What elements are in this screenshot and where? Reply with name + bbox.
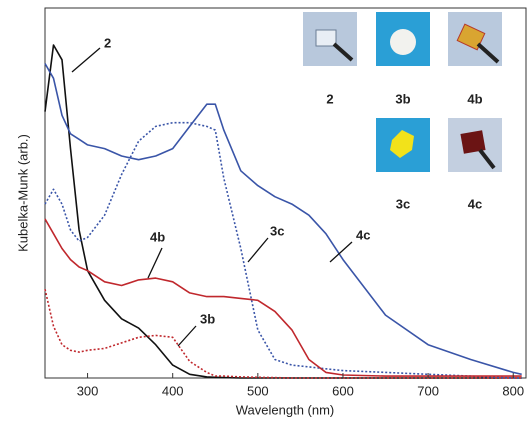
series-line bbox=[45, 289, 522, 378]
series-label: 3c bbox=[270, 223, 284, 238]
inset-crystal bbox=[316, 30, 336, 46]
series-label: 2 bbox=[104, 35, 111, 50]
chart: 2 3b 4b 3c 4c 2 4c 3c 4b 3b Wavelength (… bbox=[0, 0, 527, 432]
series-line bbox=[45, 45, 522, 378]
inset-label: 4c bbox=[468, 196, 482, 211]
inset-label: 3b bbox=[395, 91, 410, 106]
x-tick-label: 400 bbox=[162, 383, 184, 398]
series-label: 4b bbox=[150, 229, 165, 244]
leader-line bbox=[72, 48, 100, 72]
series-label: 4c bbox=[356, 227, 370, 242]
series-label: 3b bbox=[200, 311, 215, 326]
x-tick-label: 600 bbox=[332, 383, 354, 398]
series-line bbox=[45, 64, 522, 375]
x-tick-label: 800 bbox=[502, 383, 524, 398]
inset-label: 3c bbox=[396, 196, 410, 211]
leader-line bbox=[248, 238, 268, 262]
y-axis-label: Kubelka-Munk (arb.) bbox=[15, 134, 30, 252]
x-tick-label: 500 bbox=[247, 383, 269, 398]
inset-label: 4b bbox=[467, 91, 482, 106]
leader-line bbox=[148, 248, 162, 278]
x-tick-label: 700 bbox=[417, 383, 439, 398]
inset-powder bbox=[390, 29, 416, 55]
insets: 2 3b 4b 3c 4c bbox=[303, 12, 502, 211]
x-tick-label: 300 bbox=[77, 383, 99, 398]
plot-area bbox=[45, 45, 522, 378]
inset-label: 2 bbox=[326, 91, 333, 106]
x-axis-label: Wavelength (nm) bbox=[236, 402, 335, 417]
page: {"chart_data": {"type": "line", "x_label… bbox=[0, 0, 527, 432]
leader-line bbox=[178, 326, 196, 346]
